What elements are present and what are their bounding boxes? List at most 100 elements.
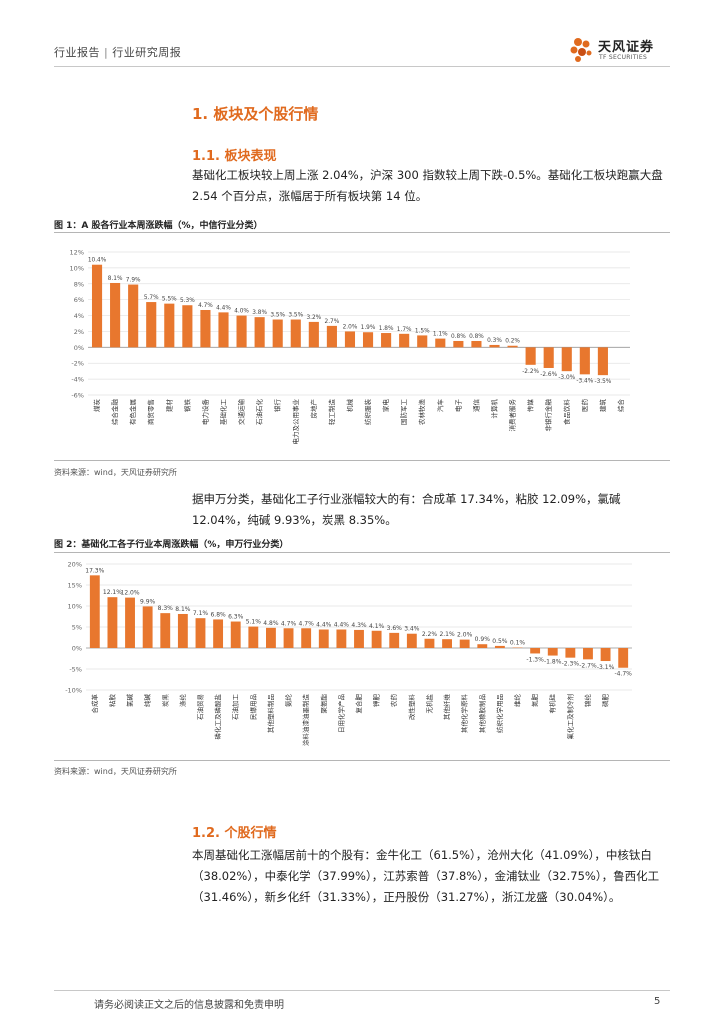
bar-value-label: 2.0% (343, 324, 358, 330)
bar-value-label: 8.1% (175, 606, 191, 613)
category-label: 银行 (273, 399, 282, 413)
bar-value-label: 1.5% (415, 328, 430, 334)
category-label: 聚氨酯 (319, 694, 328, 714)
bar (618, 648, 629, 668)
bar-value-label: 0.8% (469, 334, 484, 340)
bar (453, 340, 464, 348)
category-label: 氮肥 (530, 694, 539, 708)
top-stocks-text: 本周基础化工涨幅居前十的个股有：金牛化工（61.5%），沧州大化（41.09%）… (192, 848, 660, 904)
category-label: 粘胶 (107, 694, 116, 708)
bar-value-label: 7.9% (126, 278, 141, 284)
bar (272, 319, 283, 348)
brand-logo (570, 38, 592, 62)
category-label: 石油石化 (255, 399, 264, 426)
header-separator: | (104, 46, 109, 59)
bar (318, 629, 329, 648)
category-label: 纺织服装 (363, 399, 372, 426)
bar-value-label: 1.8% (379, 326, 394, 332)
y-tick-label: -6% (71, 392, 84, 400)
subindustry-weekly-change-chart: 20% 15% 10% 5% 0% -5% -10% 17.3% 合成革 12.1% 粘胶 12.0%… (65, 561, 632, 747)
bar (230, 621, 241, 648)
bar (91, 264, 103, 348)
category-label: 磷化工及磷酸盐 (213, 694, 222, 740)
bar (406, 633, 417, 648)
bar (146, 302, 157, 348)
category-label: 非银行金融 (544, 399, 553, 432)
bar-value-label: 0.1% (510, 640, 526, 647)
bar (160, 613, 171, 648)
y-tick-label: 0% (72, 645, 82, 653)
footer-disclaimer: 请务必阅读正文之后的信息披露和免责申明 (94, 1000, 284, 1011)
bar (424, 638, 435, 648)
industry-weekly-change-chart: 12% 10% 8% 6% 4% 2% 0% -2% -4% -6% 10.4% 煤炭 8.1% 综合金融… (70, 249, 630, 445)
bar (459, 639, 470, 648)
page-number: 5 (654, 996, 661, 1007)
bar (399, 333, 410, 348)
category-label: 磷肥 (601, 694, 610, 708)
bar-value-label: 6.3% (228, 614, 244, 621)
bar-value-label: 4.7% (281, 620, 297, 627)
bar-value-label: 7.1% (193, 610, 209, 617)
category-label: 氯碱 (125, 694, 134, 708)
category-label: 其他塑料制品 (266, 694, 275, 733)
figure-2-title: 图 2：基础化工各子行业本周涨跌幅（%，申万行业分类） (54, 540, 289, 550)
bar (254, 317, 265, 348)
bar-value-label: 6.8% (210, 611, 226, 618)
category-label: 民爆用品 (248, 694, 257, 720)
bar-value-label: 10.4% (88, 258, 107, 264)
bar-value-label: 2.1% (439, 631, 455, 638)
bar (195, 618, 206, 648)
bar (182, 305, 193, 348)
category-label: 医药 (580, 399, 589, 413)
y-tick-label: -2% (71, 360, 84, 368)
brand-name-en: TF SECURITIES (599, 54, 648, 61)
category-label: 纯碱 (143, 694, 152, 708)
y-tick-label: -4% (71, 376, 84, 384)
category-label: 轻工制造 (327, 399, 336, 426)
bar-value-label: 0.3% (487, 338, 502, 344)
subsection-title-stocks: 1.2. 个股行情 (192, 826, 277, 841)
bar-value-label: -3.1% (597, 664, 615, 671)
bar-value-label: 1.9% (361, 325, 376, 331)
category-label: 其他橡胶制品 (477, 694, 486, 733)
bar (471, 340, 482, 348)
category-label: 消费者服务 (508, 399, 517, 432)
bar-value-label: 2.7% (325, 319, 340, 325)
category-label: 其他纤维 (442, 694, 451, 721)
bar (326, 325, 337, 348)
bar-value-label: 0.9% (475, 636, 491, 643)
bar (371, 630, 382, 648)
bar-value-label: 5.3% (180, 298, 195, 304)
y-tick-label: 8% (74, 280, 84, 288)
category-label: 农药 (389, 694, 398, 708)
bar (389, 632, 400, 648)
figure-2-top-rule (54, 552, 670, 553)
bar (530, 648, 541, 654)
category-label: 涤纶 (178, 694, 187, 708)
category-label: 机械 (345, 399, 354, 413)
category-label: 汽车 (435, 399, 444, 413)
bar-value-label: 2.2% (422, 631, 438, 638)
bar (565, 648, 576, 658)
bar (507, 345, 518, 348)
category-label: 农林牧渔 (417, 399, 426, 426)
y-tick-label: 0% (74, 344, 84, 352)
category-label: 石油加工 (231, 694, 240, 721)
bar (494, 645, 505, 648)
category-label: 涂料油漆油墨制造 (301, 694, 310, 747)
report-subtype: 行业研究周报 (112, 46, 182, 59)
bar (600, 648, 611, 662)
category-label: 钾肥 (372, 694, 381, 708)
category-label: 电子 (453, 399, 462, 413)
bar-value-label: 9.9% (140, 598, 156, 605)
bar (125, 597, 135, 648)
bar (308, 321, 319, 348)
section-title: 1. 板块及个股行情 (192, 105, 319, 123)
figure-2-source: 资料来源：wind，天风证券研究所 (54, 767, 177, 776)
bar (236, 315, 247, 348)
bar (177, 613, 188, 648)
bar-value-label: -1.8% (544, 659, 562, 666)
category-label: 其他化学原料 (460, 694, 469, 734)
category-label: 合成革 (90, 694, 99, 714)
bar-value-label: 8.1% (108, 276, 123, 282)
